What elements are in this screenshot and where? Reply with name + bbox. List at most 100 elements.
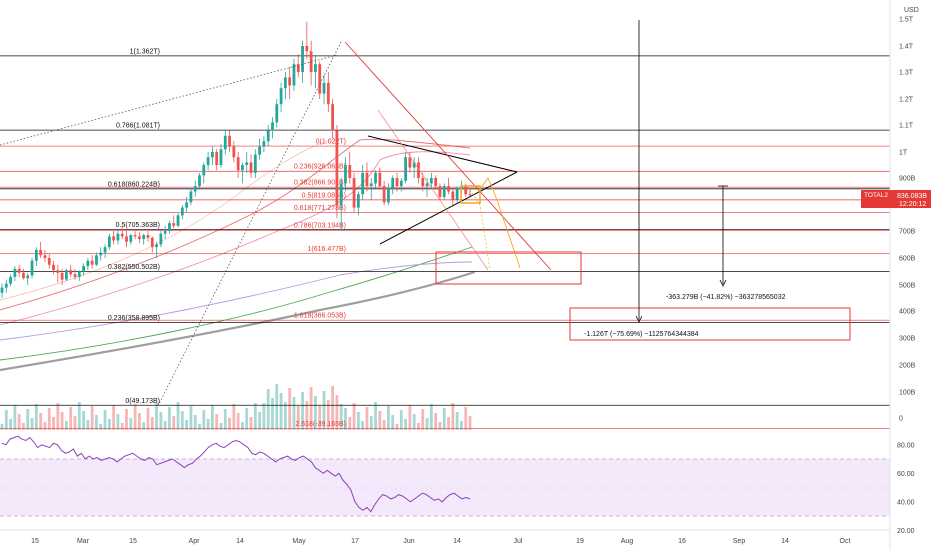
candle-body — [262, 141, 266, 147]
time-tick-label: 16 — [678, 538, 686, 545]
candle-body — [112, 236, 116, 241]
candle-body — [60, 272, 64, 280]
volume-bar — [455, 412, 459, 430]
volume-bar — [442, 408, 446, 430]
volume-bar — [348, 417, 352, 430]
time-tick-label: 17 — [351, 538, 359, 545]
candle-body — [56, 270, 60, 273]
fib-black-label: 1(1.362T) — [130, 48, 160, 55]
volume-bar — [60, 412, 64, 430]
volume-bar — [26, 409, 30, 430]
fib-black-label: 0.5(705.363B) — [116, 222, 160, 229]
volume-bar — [52, 417, 55, 430]
candle-body — [17, 268, 21, 273]
candle-body — [150, 237, 154, 248]
volume-bar — [369, 416, 373, 430]
volume-bar — [107, 419, 111, 430]
volume-bar — [266, 389, 270, 430]
rsi-tick-label: 80.00 — [897, 442, 915, 449]
volume-bar — [142, 422, 146, 430]
volume-bar — [344, 408, 347, 430]
candle-body — [434, 178, 438, 187]
candle-body — [326, 82, 330, 105]
candle-body — [39, 249, 43, 256]
volume-bar — [39, 413, 43, 430]
candle-body — [335, 130, 339, 205]
projection-orange-2 — [469, 189, 491, 271]
ma-green — [0, 246, 473, 361]
price-tick-label: 1.4T — [899, 44, 914, 51]
candle-body — [352, 178, 356, 208]
candle-body — [180, 207, 184, 216]
candle-body — [339, 183, 343, 205]
candle-body — [189, 191, 193, 203]
price-axis[interactable]: USD 1.5T1.4T1.3T1.2T1.1T1T900B800B700B60… — [861, 0, 931, 550]
volume-bar — [219, 423, 223, 430]
volume-bar — [116, 414, 120, 430]
volume-bar — [279, 393, 283, 430]
volume-bar — [374, 402, 377, 430]
candle-body — [34, 249, 38, 261]
fib-red-label: 0.382(866.901B) — [294, 180, 346, 187]
volume-bar — [0, 424, 4, 430]
rsi-tick-label: 60.00 — [897, 471, 915, 478]
time-axis[interactable]: 15 Mar 15 Apr 14 May 17 Jun 14 Jul 19 Aug 16 Sep 14 Oct — [0, 529, 890, 545]
volume-bar — [129, 418, 133, 430]
volume-bar — [253, 403, 257, 430]
candle-body — [228, 135, 231, 147]
candle-body — [146, 235, 150, 238]
volume-bar — [137, 413, 141, 430]
candle-body — [4, 283, 8, 288]
candle-body — [77, 271, 81, 277]
candle-body — [429, 178, 433, 184]
candle-body — [283, 77, 287, 89]
volume-bar — [159, 412, 163, 430]
volume-bar — [65, 421, 68, 430]
candle-body — [206, 157, 210, 165]
candle-body — [82, 266, 85, 272]
candle-body — [99, 252, 103, 256]
candle-body — [301, 46, 304, 72]
time-tick-label: 14 — [453, 538, 461, 545]
candle-body — [168, 223, 171, 231]
time-tick-label: Apr — [189, 538, 201, 545]
price-tick-label: 600B — [899, 256, 916, 263]
fib-black-label: 0.786(1.081T) — [116, 123, 160, 130]
volume-bar — [245, 408, 249, 430]
candle-body — [236, 157, 240, 171]
volume-bar — [387, 406, 390, 430]
price-tick-label: 1.5T — [899, 17, 914, 24]
volume-bar — [189, 406, 193, 430]
candle-body — [245, 162, 249, 165]
volume-bar — [112, 405, 116, 430]
candle-body — [125, 236, 128, 242]
rsi-pane[interactable]: 80.00 60.00 40.00 20.00 — [0, 435, 915, 535]
candle-body — [288, 77, 292, 86]
volume-bar — [103, 410, 107, 430]
volume-bar — [73, 416, 77, 430]
candle-body — [185, 202, 189, 208]
candle-body — [296, 64, 300, 72]
fib-red-label: 2.618(-39.165B) — [295, 421, 346, 428]
rsi-line — [1, 435, 471, 513]
candle-body — [0, 287, 4, 293]
red-diag-2 — [377, 109, 489, 271]
fib-red-label: 0.236(926.063B) — [294, 164, 346, 171]
candle-body — [193, 186, 197, 192]
candle-body — [305, 46, 309, 52]
candle-body — [464, 186, 468, 195]
volume-bar — [206, 419, 210, 430]
candle-body — [417, 162, 420, 178]
price-tick-label: 200B — [899, 363, 916, 370]
price-tick-label: 0 — [899, 416, 903, 423]
candle-body — [275, 104, 279, 123]
volume-bar — [86, 420, 90, 430]
ma-pink — [0, 151, 471, 326]
volume-bar — [447, 417, 450, 430]
volume-bar — [421, 409, 425, 430]
candle-body — [219, 149, 223, 165]
price-tick-label: 1.3T — [899, 70, 914, 77]
candle-body — [133, 235, 137, 237]
highlight-box-orange — [460, 185, 481, 204]
